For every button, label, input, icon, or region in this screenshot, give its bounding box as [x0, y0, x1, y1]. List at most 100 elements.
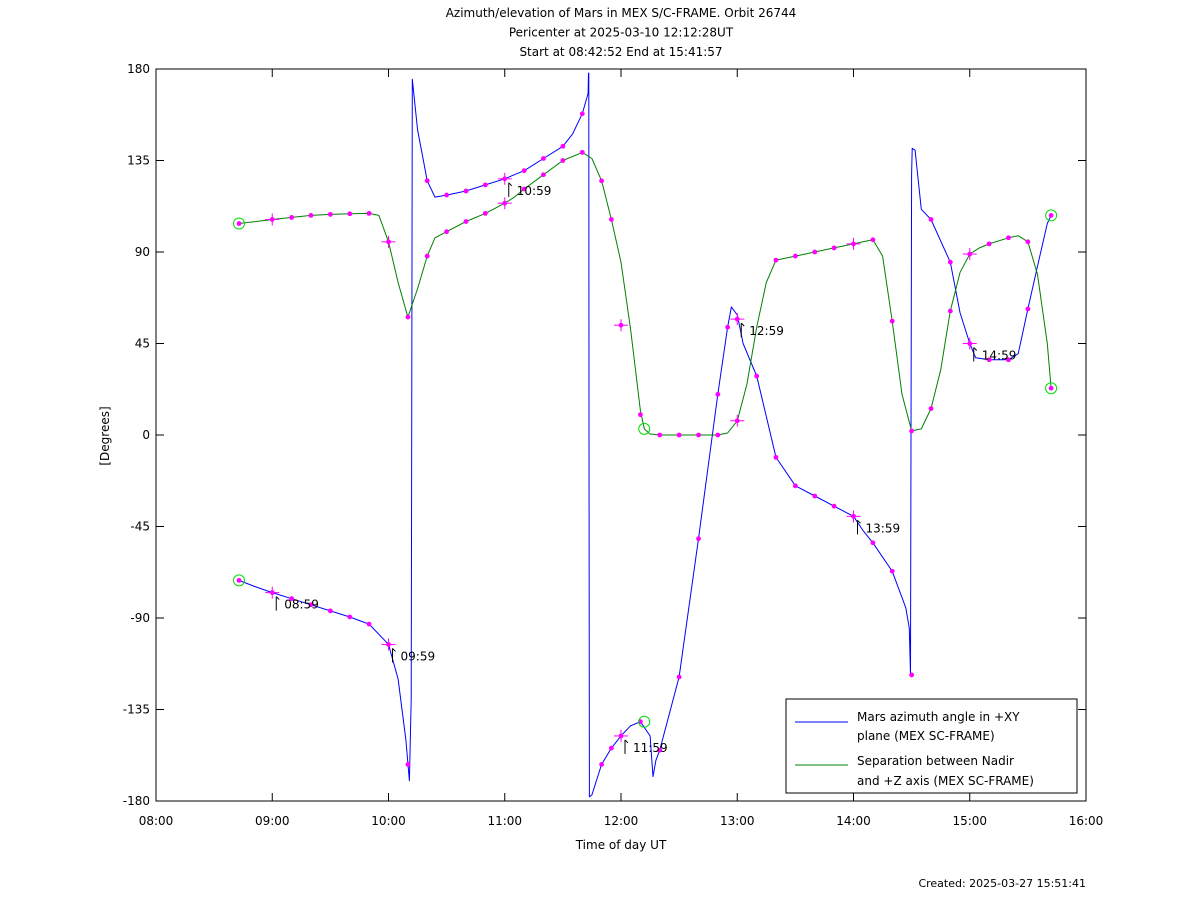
annotation-label: 09:59 [401, 649, 436, 663]
x-tick-label: 11:00 [487, 814, 522, 828]
data-point-azimuth [1048, 213, 1054, 218]
y-tick-label: -90 [130, 611, 150, 625]
annotation-arrow [275, 596, 280, 600]
y-tick-label: -45 [130, 520, 150, 534]
marker-layer [233, 111, 1058, 767]
data-point-azimuth [289, 596, 295, 602]
data-point-separation [889, 318, 895, 324]
data-point-separation [444, 229, 450, 235]
data-point-separation [1025, 239, 1031, 245]
data-point-separation [366, 210, 372, 216]
chart-title-line: Start at 08:42:52 End at 15:41:57 [519, 45, 722, 59]
x-tick-label: 16:00 [1069, 814, 1104, 828]
data-point-separation [676, 432, 682, 438]
series-line-azimuth [238, 72, 1052, 798]
data-point-separation [792, 253, 798, 259]
endpoint-marker [1045, 382, 1058, 395]
y-tick-label: -135 [123, 703, 150, 717]
data-point-azimuth [541, 156, 546, 161]
legend-label-azimuth-line1: Mars azimuth angle in +XY [857, 710, 1020, 724]
x-axis-label: Time of day UT [575, 838, 667, 852]
data-point-separation [236, 221, 242, 226]
data-point-separation [831, 245, 837, 251]
data-point-separation [1006, 235, 1011, 241]
data-point-azimuth [1025, 306, 1031, 312]
annotation-arrow [392, 648, 396, 652]
data-point-azimuth [366, 621, 372, 627]
series-line-separation [238, 151, 1052, 436]
x-tick-label: 10:00 [371, 814, 406, 828]
y-tick-label: 135 [127, 154, 150, 168]
data-point-separation [986, 241, 992, 247]
annotation-label: 14:59 [982, 349, 1017, 363]
data-point-azimuth [889, 568, 895, 574]
endpoint-marker [233, 217, 246, 230]
data-point-azimuth [482, 182, 488, 188]
x-tick-label: 12:00 [604, 814, 639, 828]
legend: Mars azimuth angle in +XY plane (MEX SC-… [785, 698, 1078, 794]
y-tick-label: 0 [142, 428, 150, 442]
data-point-separation [599, 178, 604, 184]
data-point-separation [347, 211, 353, 217]
annotation-label: 13:59 [866, 521, 901, 535]
data-point-azimuth [792, 483, 798, 489]
annotation-label: 08:59 [284, 598, 319, 612]
data-point-azimuth [1006, 357, 1011, 363]
data-point-separation [773, 257, 779, 263]
legend-label-separation-line1: Separation between Nadir [857, 754, 1014, 768]
data-point-azimuth [599, 762, 604, 767]
data-point-separation [696, 432, 701, 438]
data-point-azimuth [521, 168, 527, 174]
endpoint-marker [1045, 209, 1058, 222]
data-point-azimuth [676, 674, 682, 680]
annotation-arrow [508, 182, 513, 187]
series-layer [238, 72, 1052, 798]
data-point-separation [638, 412, 643, 418]
data-point-azimuth [812, 493, 818, 499]
y-tick-label: 180 [127, 62, 150, 76]
data-point-azimuth [870, 540, 876, 546]
legend-label-separation-line2: and +Z axis (MEX SC-FRAME) [857, 774, 1034, 788]
x-tick-label: 09:00 [255, 814, 290, 828]
data-point-separation [289, 215, 295, 220]
data-point-separation [1048, 385, 1054, 391]
data-point-separation [482, 210, 488, 216]
data-point-separation [928, 406, 934, 411]
data-point-azimuth [831, 503, 837, 509]
annotation-arrow [740, 322, 745, 327]
axis-ticks: 08:00 09:00 10:00 11:00 12:00 13:00 14:00 15:00… [123, 62, 1104, 828]
data-point-azimuth [754, 373, 760, 379]
data-point-azimuth [463, 188, 469, 194]
annotation-label: 11:59 [633, 741, 668, 755]
chart-title-line: Azimuth/elevation of Mars in MEX S/C-FRA… [446, 6, 797, 20]
annotation-arrow [973, 347, 978, 351]
annotation-label: 10:59 [517, 184, 552, 198]
x-tick-label: 08:00 [139, 814, 174, 828]
endpoint-marker [638, 715, 651, 728]
data-point-azimuth [773, 454, 779, 460]
data-point-azimuth [696, 536, 701, 542]
data-point-azimuth [424, 178, 430, 184]
data-point-separation [424, 253, 430, 259]
x-tick-label: 13:00 [720, 814, 755, 828]
annotation-label: 12:59 [749, 324, 784, 338]
annotation-arrow [857, 519, 861, 524]
data-point-azimuth [308, 602, 314, 608]
legend-label-azimuth-line2: plane (MEX SC-FRAME) [857, 729, 995, 743]
data-point-separation [327, 211, 333, 217]
x-tick-label: 14:00 [836, 814, 871, 828]
created-timestamp: Created: 2025-03-27 15:51:41 [918, 877, 1086, 890]
y-tick-label: 45 [135, 337, 150, 351]
endpoint-marker [233, 574, 246, 587]
plot-frame [155, 68, 1087, 802]
data-point-azimuth [947, 259, 953, 265]
chart-title: Azimuth/elevation of Mars in MEX S/C-FRA… [446, 6, 797, 59]
data-point-azimuth [909, 672, 915, 678]
data-point-separation [405, 314, 411, 320]
data-point-separation [657, 432, 663, 438]
data-point-separation [909, 428, 915, 434]
endpoint-marker [638, 422, 651, 435]
data-point-azimuth [444, 192, 450, 198]
data-point-azimuth [928, 217, 934, 222]
